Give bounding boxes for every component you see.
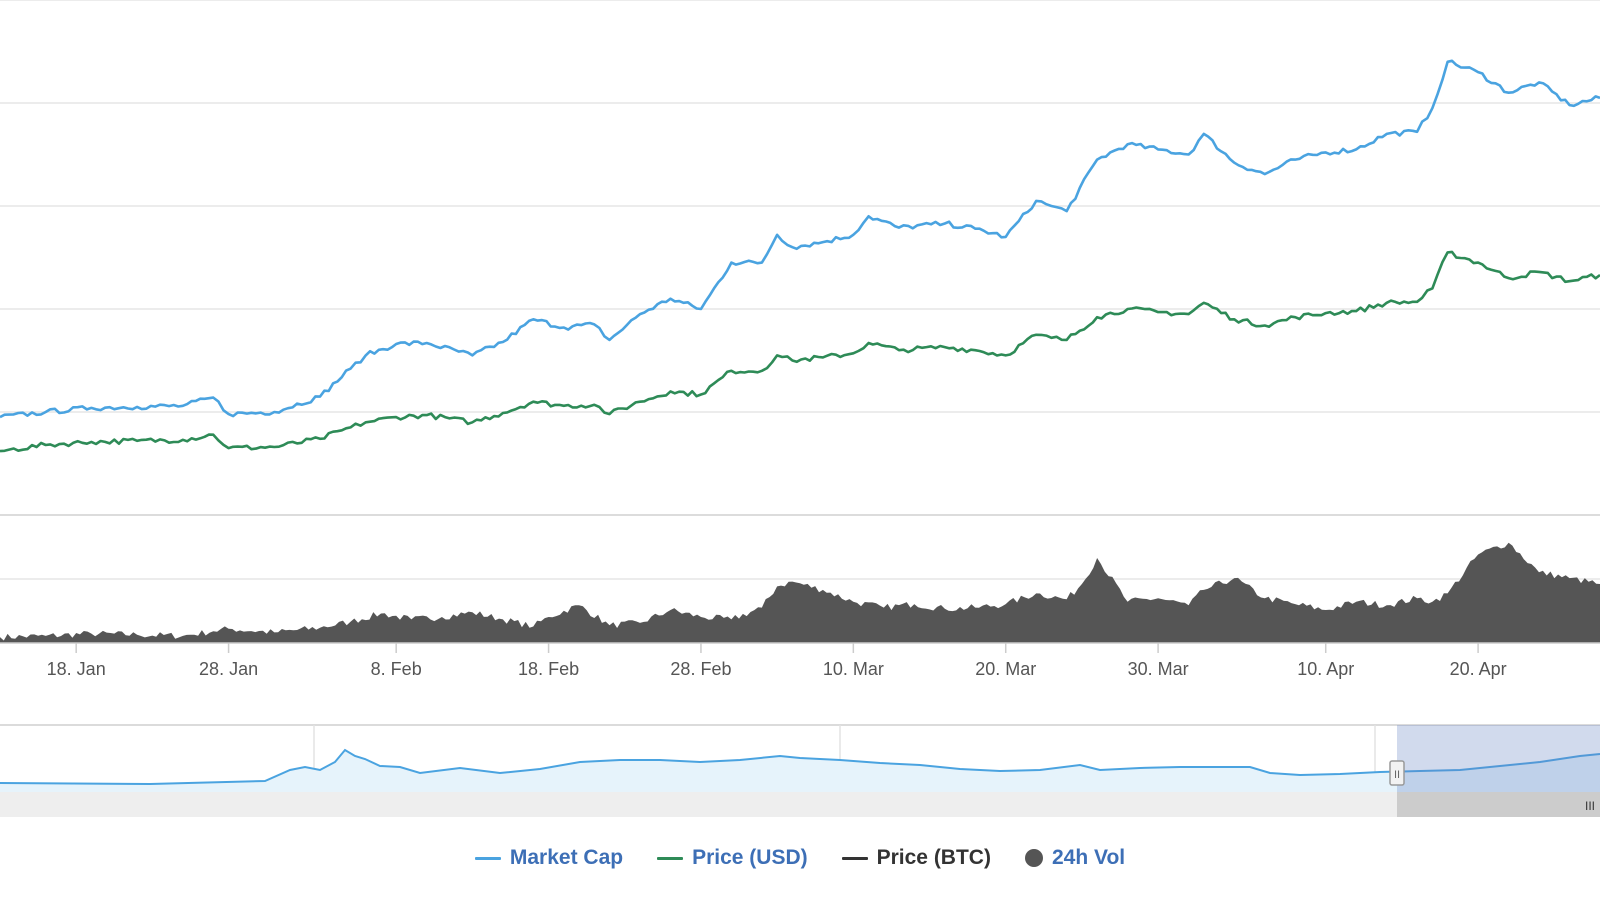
grid: [0, 0, 1600, 580]
legend-label: 24h Vol: [1051, 846, 1126, 869]
legend: Market Cap Price (USD) Price (BTC) 24h V…: [0, 838, 1600, 878]
legend-item-market-cap[interactable]: Market Cap: [474, 846, 624, 870]
legend-label: Price (USD): [692, 846, 808, 869]
navigator-scrollbar-thumb: [1397, 792, 1600, 817]
market-cap-series-line: [0, 59, 1600, 419]
x-tick-label: 18. Feb: [518, 659, 579, 679]
x-tick-label: 10. Apr: [1297, 659, 1354, 679]
navigator-handle-left[interactable]: II: [1389, 760, 1405, 786]
legend-label: Market Cap: [509, 846, 624, 869]
legend-item-24h-vol[interactable]: 24h Vol: [1024, 846, 1126, 870]
x-tick-label: 20. Apr: [1450, 659, 1507, 679]
volume-area: [0, 542, 1600, 643]
x-tick-label: 20. Mar: [975, 659, 1036, 679]
price-panel: [0, 59, 1600, 453]
navigator-selection-mask: [1397, 725, 1600, 792]
price-chart: 18. Jan 28. Jan 8. Feb 18. Feb 28. Feb 10. Ma…: [0, 0, 1600, 817]
navigator-series-line: [0, 748, 1600, 786]
legend-item-price-usd[interactable]: Price (USD): [657, 846, 808, 870]
navigator[interactable]: Jan '18Jul '18Jan '19IIIII: [0, 724, 1600, 817]
navigator-handle-body: [1389, 760, 1405, 786]
x-tick-label: 30. Mar: [1128, 659, 1189, 679]
price-usd-line-icon: [657, 856, 684, 860]
scrollbar-grip-icon: III: [1585, 799, 1595, 813]
legend-label: Price (BTC): [876, 846, 991, 869]
volume-panel: [0, 542, 1600, 643]
price-usd-series-line: [0, 250, 1600, 453]
legend-item-price-btc[interactable]: Price (BTC): [841, 846, 991, 870]
x-tick-label: 18. Jan: [47, 659, 106, 679]
price-btc-line-icon: [841, 856, 868, 860]
x-tick-label: 28. Jan: [199, 659, 258, 679]
x-axis: 18. Jan 28. Jan 8. Feb 18. Feb 28. Feb 10. Ma…: [0, 642, 1600, 679]
handle-grip-icon: II: [1394, 769, 1400, 781]
x-tick-label: 10. Mar: [823, 659, 884, 679]
navigator-scrollbar-track: [0, 792, 1600, 817]
x-tick-label: 8. Feb: [371, 659, 422, 679]
x-tick-label: 28. Feb: [670, 659, 731, 679]
navigator-series-fill: [0, 750, 1600, 792]
market-cap-line-icon: [474, 856, 501, 860]
24h-vol-dot-icon: [1024, 849, 1043, 867]
